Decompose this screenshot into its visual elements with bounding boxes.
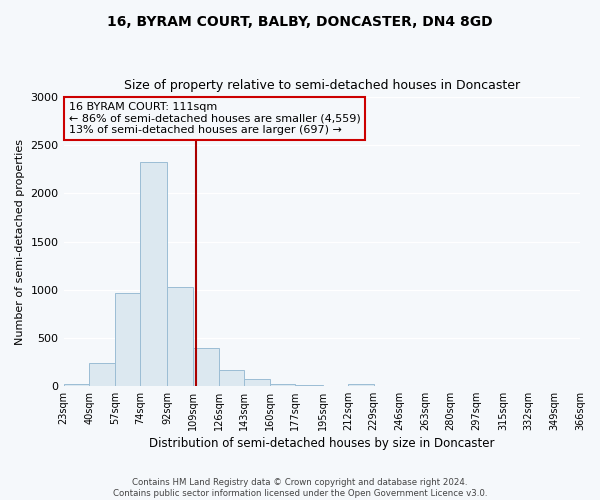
Bar: [193, 348, 218, 386]
Bar: [348, 384, 374, 386]
X-axis label: Distribution of semi-detached houses by size in Doncaster: Distribution of semi-detached houses by …: [149, 437, 494, 450]
Bar: [64, 384, 89, 386]
Bar: [244, 378, 270, 386]
Bar: [270, 384, 295, 386]
Bar: [167, 287, 193, 386]
Text: Contains HM Land Registry data © Crown copyright and database right 2024.
Contai: Contains HM Land Registry data © Crown c…: [113, 478, 487, 498]
Bar: [218, 370, 244, 386]
Title: Size of property relative to semi-detached houses in Doncaster: Size of property relative to semi-detach…: [124, 79, 520, 92]
Y-axis label: Number of semi-detached properties: Number of semi-detached properties: [15, 138, 25, 344]
Text: 16, BYRAM COURT, BALBY, DONCASTER, DN4 8GD: 16, BYRAM COURT, BALBY, DONCASTER, DN4 8…: [107, 15, 493, 29]
Bar: [140, 162, 167, 386]
Bar: [89, 362, 115, 386]
Text: 16 BYRAM COURT: 111sqm
← 86% of semi-detached houses are smaller (4,559)
13% of : 16 BYRAM COURT: 111sqm ← 86% of semi-det…: [69, 102, 361, 135]
Bar: [115, 292, 140, 386]
